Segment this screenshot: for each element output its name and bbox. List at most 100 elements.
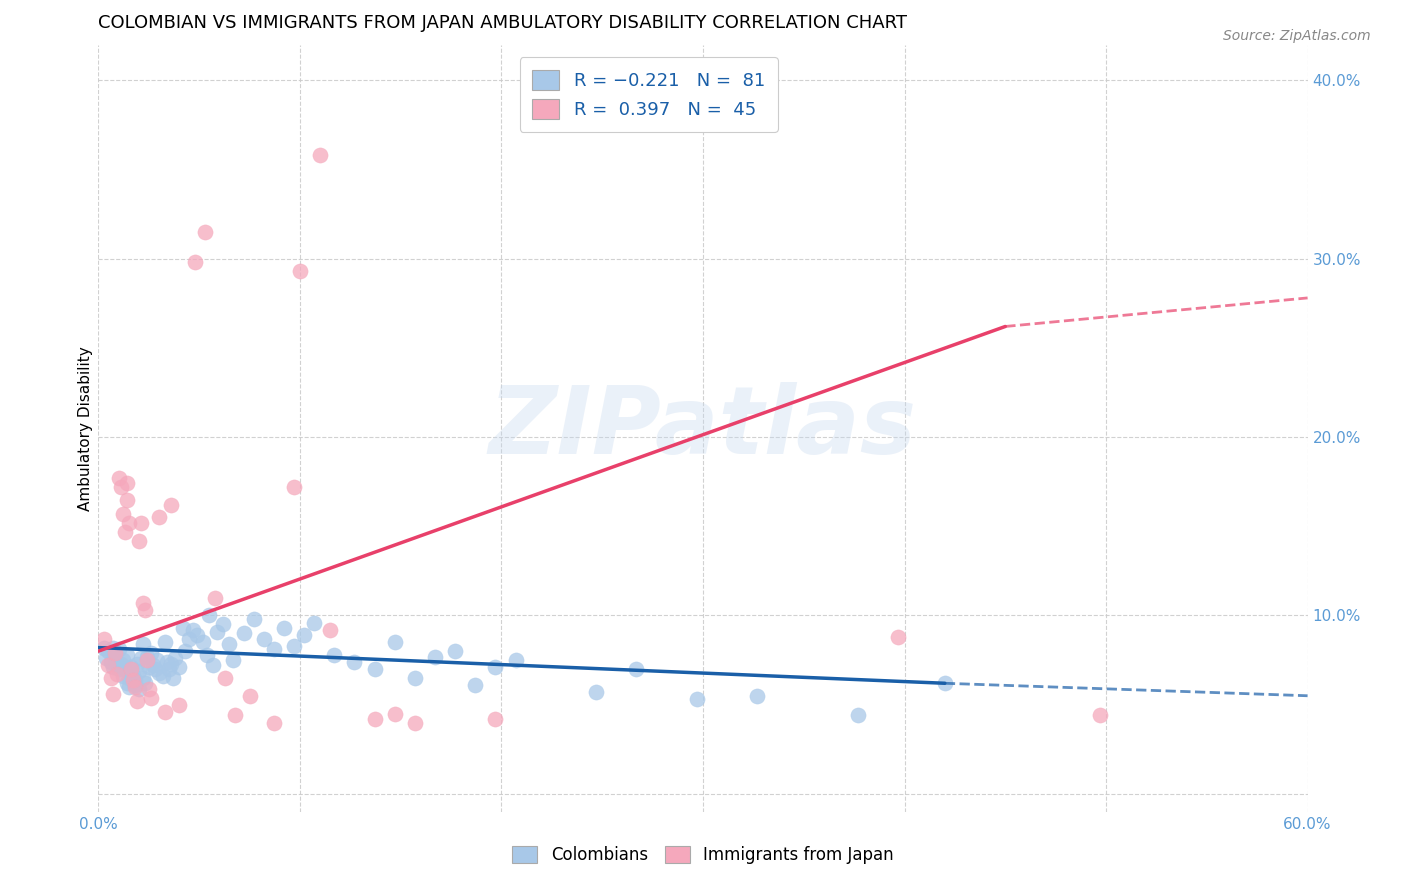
Point xyxy=(202,658,225,673)
Point xyxy=(181,623,204,637)
Point xyxy=(156,655,179,669)
Point xyxy=(384,706,406,721)
Point xyxy=(626,662,648,676)
Point xyxy=(747,689,769,703)
Point xyxy=(143,662,166,676)
Point xyxy=(152,669,174,683)
Point xyxy=(887,630,910,644)
Point xyxy=(167,660,190,674)
Point xyxy=(97,644,120,658)
Point xyxy=(1088,708,1111,723)
Point xyxy=(139,646,162,660)
Point xyxy=(404,715,426,730)
Point xyxy=(105,657,128,671)
Point xyxy=(464,678,486,692)
Point xyxy=(124,673,146,687)
Point xyxy=(138,660,160,674)
Point xyxy=(142,658,165,673)
Point xyxy=(846,708,869,723)
Point xyxy=(232,626,254,640)
Point xyxy=(148,665,170,680)
Point xyxy=(146,653,169,667)
Point xyxy=(110,657,132,671)
Point xyxy=(125,657,148,671)
Text: COLOMBIAN VS IMMIGRANTS FROM JAPAN AMBULATORY DISABILITY CORRELATION CHART: COLOMBIAN VS IMMIGRANTS FROM JAPAN AMBUL… xyxy=(98,14,907,32)
Point xyxy=(93,632,115,646)
Point xyxy=(97,658,120,673)
Point xyxy=(121,673,143,687)
Point xyxy=(444,644,467,658)
Point xyxy=(139,690,162,705)
Y-axis label: Ambulatory Disability: Ambulatory Disability xyxy=(77,346,93,510)
Point xyxy=(115,492,138,507)
Point xyxy=(138,681,160,696)
Text: ZIPatlas: ZIPatlas xyxy=(489,382,917,475)
Point xyxy=(160,657,183,671)
Point xyxy=(283,639,305,653)
Point xyxy=(115,476,138,491)
Point xyxy=(934,676,956,690)
Point xyxy=(128,664,150,678)
Point xyxy=(135,653,157,667)
Point xyxy=(302,615,325,630)
Point xyxy=(115,648,138,662)
Point xyxy=(186,628,208,642)
Point xyxy=(115,676,138,690)
Point xyxy=(253,632,276,646)
Point xyxy=(93,640,115,655)
Point xyxy=(343,655,366,669)
Point xyxy=(107,471,129,485)
Point xyxy=(222,653,245,667)
Point xyxy=(105,667,128,681)
Point xyxy=(224,708,246,723)
Point xyxy=(207,624,229,639)
Point xyxy=(212,617,235,632)
Point xyxy=(184,255,207,269)
Point xyxy=(323,648,346,662)
Point xyxy=(157,662,180,676)
Point xyxy=(283,480,305,494)
Point xyxy=(263,715,285,730)
Point xyxy=(101,640,124,655)
Point xyxy=(101,660,124,674)
Point xyxy=(124,680,146,694)
Point xyxy=(384,635,406,649)
Point xyxy=(111,507,134,521)
Point xyxy=(118,671,141,685)
Point xyxy=(194,225,217,239)
Point xyxy=(111,653,134,667)
Point xyxy=(125,694,148,708)
Point xyxy=(132,637,155,651)
Point xyxy=(585,685,607,699)
Point xyxy=(103,649,125,664)
Point xyxy=(204,591,226,605)
Point xyxy=(118,516,141,530)
Point xyxy=(101,687,124,701)
Point xyxy=(172,621,194,635)
Point xyxy=(128,681,150,696)
Point xyxy=(103,646,125,660)
Point xyxy=(132,671,155,685)
Point xyxy=(134,676,156,690)
Point xyxy=(148,510,170,524)
Point xyxy=(118,680,141,694)
Point xyxy=(195,648,218,662)
Point xyxy=(404,671,426,685)
Point xyxy=(198,608,221,623)
Point xyxy=(292,628,315,642)
Point xyxy=(128,533,150,548)
Point xyxy=(484,660,506,674)
Point xyxy=(100,655,122,669)
Point xyxy=(135,649,157,664)
Point xyxy=(114,524,136,539)
Point xyxy=(239,689,262,703)
Point xyxy=(132,596,155,610)
Point xyxy=(111,669,134,683)
Text: Source: ZipAtlas.com: Source: ZipAtlas.com xyxy=(1223,29,1371,43)
Point xyxy=(160,498,183,512)
Point xyxy=(363,712,385,726)
Point xyxy=(96,651,118,665)
Point xyxy=(129,516,152,530)
Point xyxy=(309,148,332,162)
Point xyxy=(120,660,142,674)
